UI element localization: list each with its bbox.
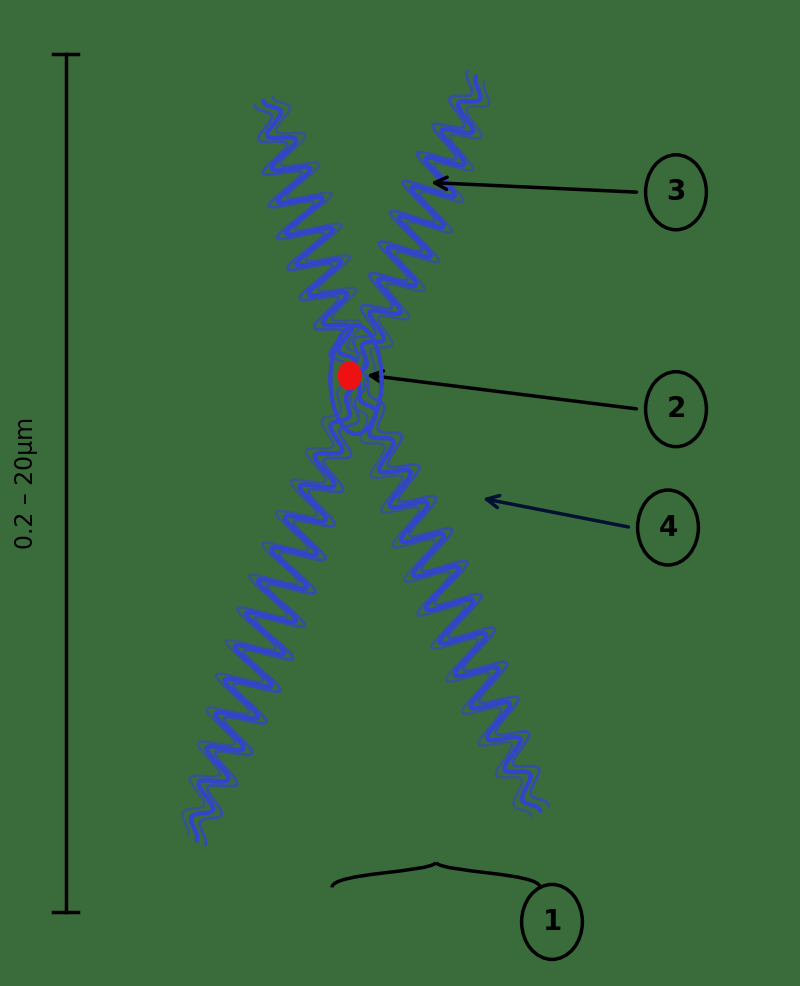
- Text: 4: 4: [658, 514, 678, 541]
- Text: 0.2 – 20μm: 0.2 – 20μm: [14, 417, 38, 549]
- Text: 2: 2: [666, 395, 686, 423]
- Text: 3: 3: [666, 178, 686, 206]
- Circle shape: [338, 362, 361, 389]
- Text: 1: 1: [542, 908, 562, 936]
